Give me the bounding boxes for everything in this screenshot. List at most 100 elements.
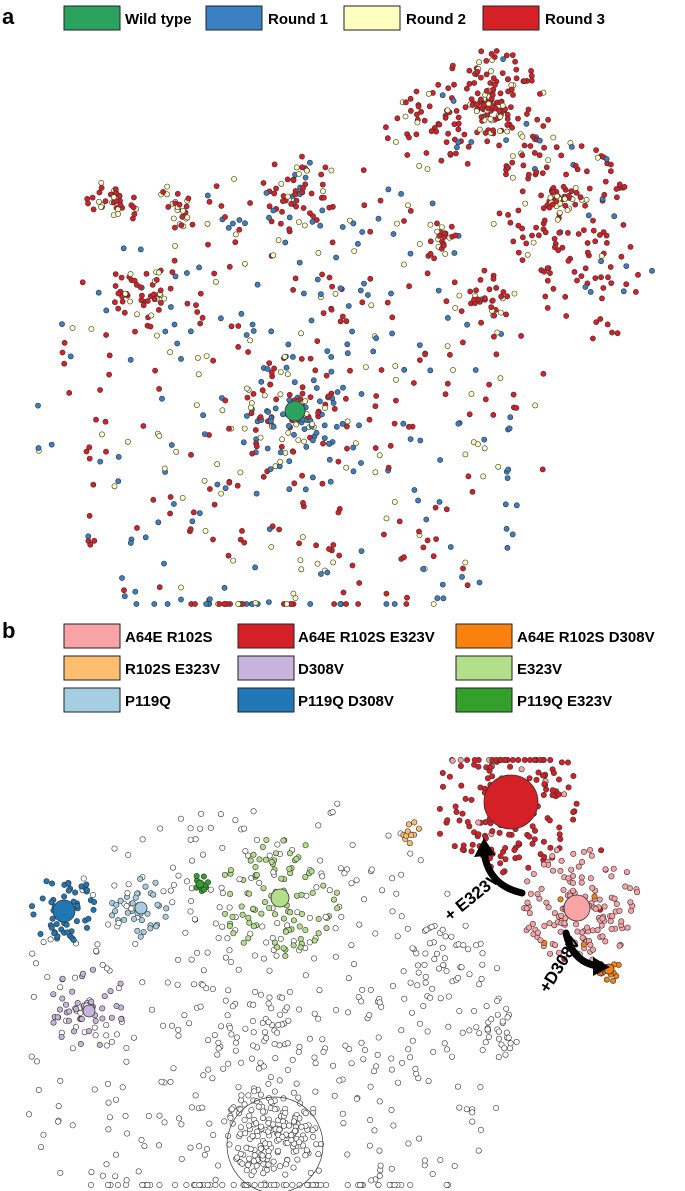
graph-node — [226, 947, 233, 954]
graph-node — [503, 1029, 510, 1036]
graph-node — [456, 1007, 463, 1014]
graph-node — [598, 258, 604, 265]
graph-node — [507, 219, 514, 226]
graph-node — [350, 961, 357, 968]
graph-node — [300, 290, 307, 297]
graph-node — [403, 601, 410, 607]
graph-node — [243, 385, 250, 392]
graph-node — [377, 197, 384, 204]
graph-node — [301, 222, 308, 229]
graph-node — [25, 1111, 32, 1118]
graph-node — [270, 207, 277, 214]
graph-node — [284, 176, 291, 183]
graph-node — [457, 756, 464, 763]
graph-node — [319, 480, 326, 487]
graph-node — [69, 988, 76, 995]
graph-node — [102, 198, 109, 205]
graph-node — [422, 979, 429, 986]
graph-node — [541, 922, 548, 929]
graph-node — [215, 1039, 222, 1046]
graph-node — [249, 321, 256, 328]
graph-node — [446, 351, 453, 358]
graph-node — [86, 512, 93, 519]
graph-node — [283, 1004, 290, 1011]
graph-node — [295, 219, 302, 225]
graph-node — [286, 458, 293, 465]
graph-node — [266, 203, 273, 210]
graph-node — [69, 1122, 76, 1129]
graph-node — [192, 601, 198, 607]
graph-node — [252, 988, 259, 995]
graph-node — [542, 293, 549, 300]
graph-node — [500, 56, 506, 62]
graph-node — [227, 867, 234, 874]
graph-node — [178, 596, 184, 603]
graph-node — [283, 601, 290, 607]
graph-node — [212, 1182, 219, 1189]
graph-node — [123, 1058, 130, 1065]
graph-node — [267, 381, 274, 388]
graph-node — [230, 1182, 237, 1189]
graph-node — [333, 254, 339, 261]
graph-node — [40, 939, 47, 946]
graph-node — [424, 537, 431, 544]
graph-node — [61, 339, 68, 346]
graph-node — [464, 160, 471, 167]
graph-node — [83, 448, 90, 455]
graph-node — [600, 285, 607, 291]
graph-node — [155, 306, 162, 313]
graph-node — [290, 448, 297, 455]
graph-node — [597, 232, 603, 238]
graph-node — [326, 274, 333, 281]
graph-node — [611, 213, 618, 220]
graph-node — [268, 328, 275, 335]
graph-node — [175, 872, 182, 879]
graph-node — [322, 405, 328, 411]
graph-node — [170, 881, 177, 888]
graph-node — [435, 81, 442, 88]
graph-node — [415, 103, 422, 110]
graph-node — [476, 981, 483, 988]
graph-node — [431, 255, 437, 262]
graph-node — [590, 335, 596, 342]
graph-node — [172, 242, 178, 249]
graph-node — [121, 593, 128, 600]
graph-node — [464, 321, 470, 328]
graph-node — [439, 769, 446, 776]
graph-node — [435, 287, 442, 294]
panel-a-legend: Wild type Round 1 Round 2 Round 3 — [63, 5, 605, 31]
graph-node — [509, 531, 516, 538]
hub-node-e323v — [270, 888, 290, 908]
graph-node — [441, 230, 448, 237]
graph-node — [345, 1009, 352, 1016]
graph-node — [286, 988, 293, 995]
graph-node — [439, 926, 446, 933]
graph-node — [577, 194, 584, 201]
graph-node — [422, 973, 429, 980]
graph-node — [284, 1040, 291, 1047]
graph-node — [406, 840, 413, 847]
graph-node — [490, 220, 497, 227]
graph-node — [178, 222, 185, 229]
graph-node — [505, 1034, 512, 1041]
graph-node — [187, 328, 194, 335]
graph-node — [157, 287, 164, 294]
graph-node — [309, 437, 316, 444]
graph-node — [277, 369, 284, 375]
graph-node — [53, 921, 60, 928]
graph-node — [480, 473, 487, 480]
graph-node — [70, 936, 77, 943]
annotation-e323v: + E323V — [441, 869, 505, 926]
graph-node — [173, 448, 180, 455]
graph-node — [171, 224, 178, 231]
graph-node — [270, 1158, 277, 1165]
graph-node — [505, 76, 511, 83]
graph-node — [65, 887, 72, 894]
graph-node — [557, 867, 564, 874]
graph-node — [390, 1122, 397, 1129]
graph-node — [144, 910, 151, 917]
graph-node — [140, 929, 147, 936]
graph-node — [384, 299, 391, 306]
graph-node — [218, 884, 225, 891]
graph-node — [423, 150, 430, 156]
